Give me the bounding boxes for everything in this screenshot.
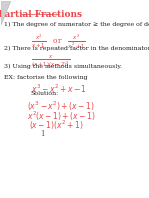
Text: $(x - 1)(x^2 + 1)$: $(x - 1)(x^2 + 1)$	[29, 119, 84, 132]
Polygon shape	[1, 1, 11, 25]
Text: EX: factorise the following: EX: factorise the following	[4, 75, 88, 80]
Text: Partial Fractions: Partial Fractions	[0, 10, 82, 19]
Text: $(x^3 - x^2) + (x - 1)$: $(x^3 - x^2) + (x - 1)$	[27, 100, 95, 113]
Text: 1: 1	[40, 130, 44, 138]
Text: 3) Using the methods simultaneously.: 3) Using the methods simultaneously.	[4, 64, 122, 69]
Text: $x^3 - x^2 + x - 1$: $x^3 - x^2 + x - 1$	[31, 82, 87, 95]
Text: $x^2(x - 1) + (x - 1)$: $x^2(x - 1) + (x - 1)$	[27, 110, 96, 123]
Text: $\frac{x^2}{x+1}$   or   $\frac{x^2}{x^2+1}$: $\frac{x^2}{x+1}$ or $\frac{x^2}{x^2+1}$	[31, 33, 86, 51]
Text: Solution:: Solution:	[31, 91, 59, 96]
Text: $\frac{x}{(x+1)(x-2)^2}$: $\frac{x}{(x+1)(x-2)^2}$	[31, 54, 70, 71]
Text: 2) There is repeated factor in the denominator.: 2) There is repeated factor in the denom…	[4, 45, 149, 50]
Text: 1) The degree of numerator ≥ the degree of denominator: 1) The degree of numerator ≥ the degree …	[4, 22, 149, 27]
